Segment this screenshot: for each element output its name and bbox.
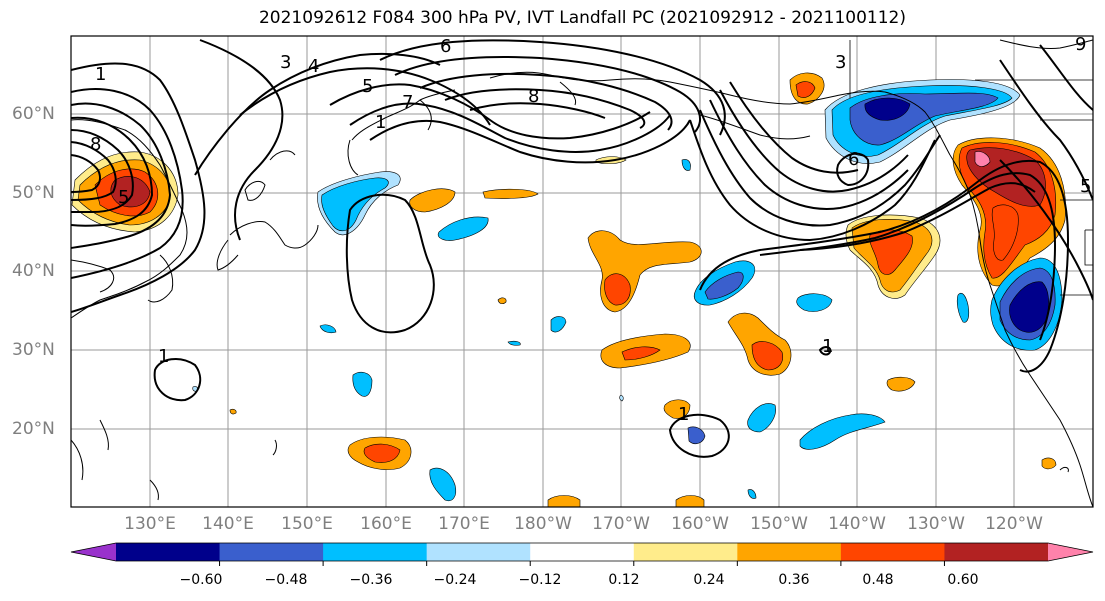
colorbar-tick-label: −0.24 bbox=[433, 572, 477, 588]
lat-label-40n: 40°N bbox=[12, 261, 55, 281]
lon-label: 140°E bbox=[202, 514, 254, 534]
colorbar-tick-label: 0.60 bbox=[947, 572, 979, 588]
lon-label: 180°W bbox=[514, 514, 572, 534]
lon-label: 120°W bbox=[985, 514, 1043, 534]
colorbar-extension-high bbox=[1048, 543, 1093, 561]
colorbar-extension-low bbox=[71, 543, 116, 561]
contour-label: 5 bbox=[118, 187, 129, 208]
lon-label: 130°W bbox=[907, 514, 965, 534]
colorbar-tick-label: 0.36 bbox=[778, 572, 810, 588]
colorbar-segment bbox=[426, 543, 531, 561]
map-frame bbox=[70, 35, 1094, 508]
colorbar-segment bbox=[323, 543, 428, 561]
lon-label: 150°E bbox=[281, 514, 333, 534]
contour-label: 1 bbox=[822, 336, 833, 357]
colorbar-segment bbox=[840, 543, 945, 561]
lat-label-20n: 20°N bbox=[12, 419, 55, 439]
lat-label-60n: 60°N bbox=[12, 104, 55, 124]
contour-label: 8 bbox=[528, 86, 539, 107]
lon-label: 160°W bbox=[671, 514, 729, 534]
lon-label: 170°E bbox=[438, 514, 490, 534]
lat-label-50n: 50°N bbox=[12, 183, 55, 203]
lon-label: 160°E bbox=[360, 514, 412, 534]
contour-label: 8 bbox=[90, 134, 101, 155]
lon-label: 150°W bbox=[750, 514, 808, 534]
colorbar-tick-label: 0.48 bbox=[862, 572, 894, 588]
colorbar-tick-label: 0.24 bbox=[693, 572, 725, 588]
colorbar-segment bbox=[737, 543, 842, 561]
lon-label: 140°W bbox=[828, 514, 886, 534]
colorbar-tick-label: −0.36 bbox=[349, 572, 393, 588]
contour-label: 3 bbox=[280, 52, 291, 73]
lon-label: 130°E bbox=[124, 514, 176, 534]
map-title: 2021092612 F084 300 hPa PV, IVT Landfall… bbox=[258, 8, 906, 28]
contour-label: 7 bbox=[402, 92, 413, 113]
colorbar-tick-label: −0.60 bbox=[179, 572, 223, 588]
colorbar-tick-label: −0.12 bbox=[518, 572, 562, 588]
colorbar-segment bbox=[530, 543, 635, 561]
contour-label: 1 bbox=[158, 346, 169, 367]
colorbar-segment bbox=[116, 543, 221, 561]
contour-label-group: 1 3 4 5 6 7 8 9 8 3 6 5 1 1 1 1 5 bbox=[90, 34, 1091, 425]
colorbar-segment bbox=[633, 543, 738, 561]
colorbar bbox=[70, 542, 1094, 566]
colorbar-segment bbox=[219, 543, 324, 561]
colorbar-outline bbox=[70, 542, 1094, 562]
pv-contours bbox=[71, 39, 1093, 458]
colorbar-tick-label: 0.12 bbox=[608, 572, 640, 588]
contour-label: 4 bbox=[308, 56, 319, 77]
colorbar-segment bbox=[944, 543, 1049, 561]
contour-label: 9 bbox=[1075, 34, 1086, 55]
contour-label: 3 bbox=[835, 52, 846, 73]
colorbar-tick-label: −0.48 bbox=[264, 572, 308, 588]
lat-label-30n: 30°N bbox=[12, 340, 55, 360]
boundaries bbox=[849, 40, 1093, 296]
contour-label: 6 bbox=[848, 149, 859, 170]
contour-label: 5 bbox=[1080, 176, 1091, 197]
contour-label: 1 bbox=[375, 112, 386, 133]
lon-label: 170°W bbox=[592, 514, 650, 534]
contour-label: 5 bbox=[362, 76, 373, 97]
contour-label: 6 bbox=[440, 36, 451, 57]
contour-label: 1 bbox=[95, 64, 106, 85]
contour-label: 1 bbox=[678, 404, 689, 425]
